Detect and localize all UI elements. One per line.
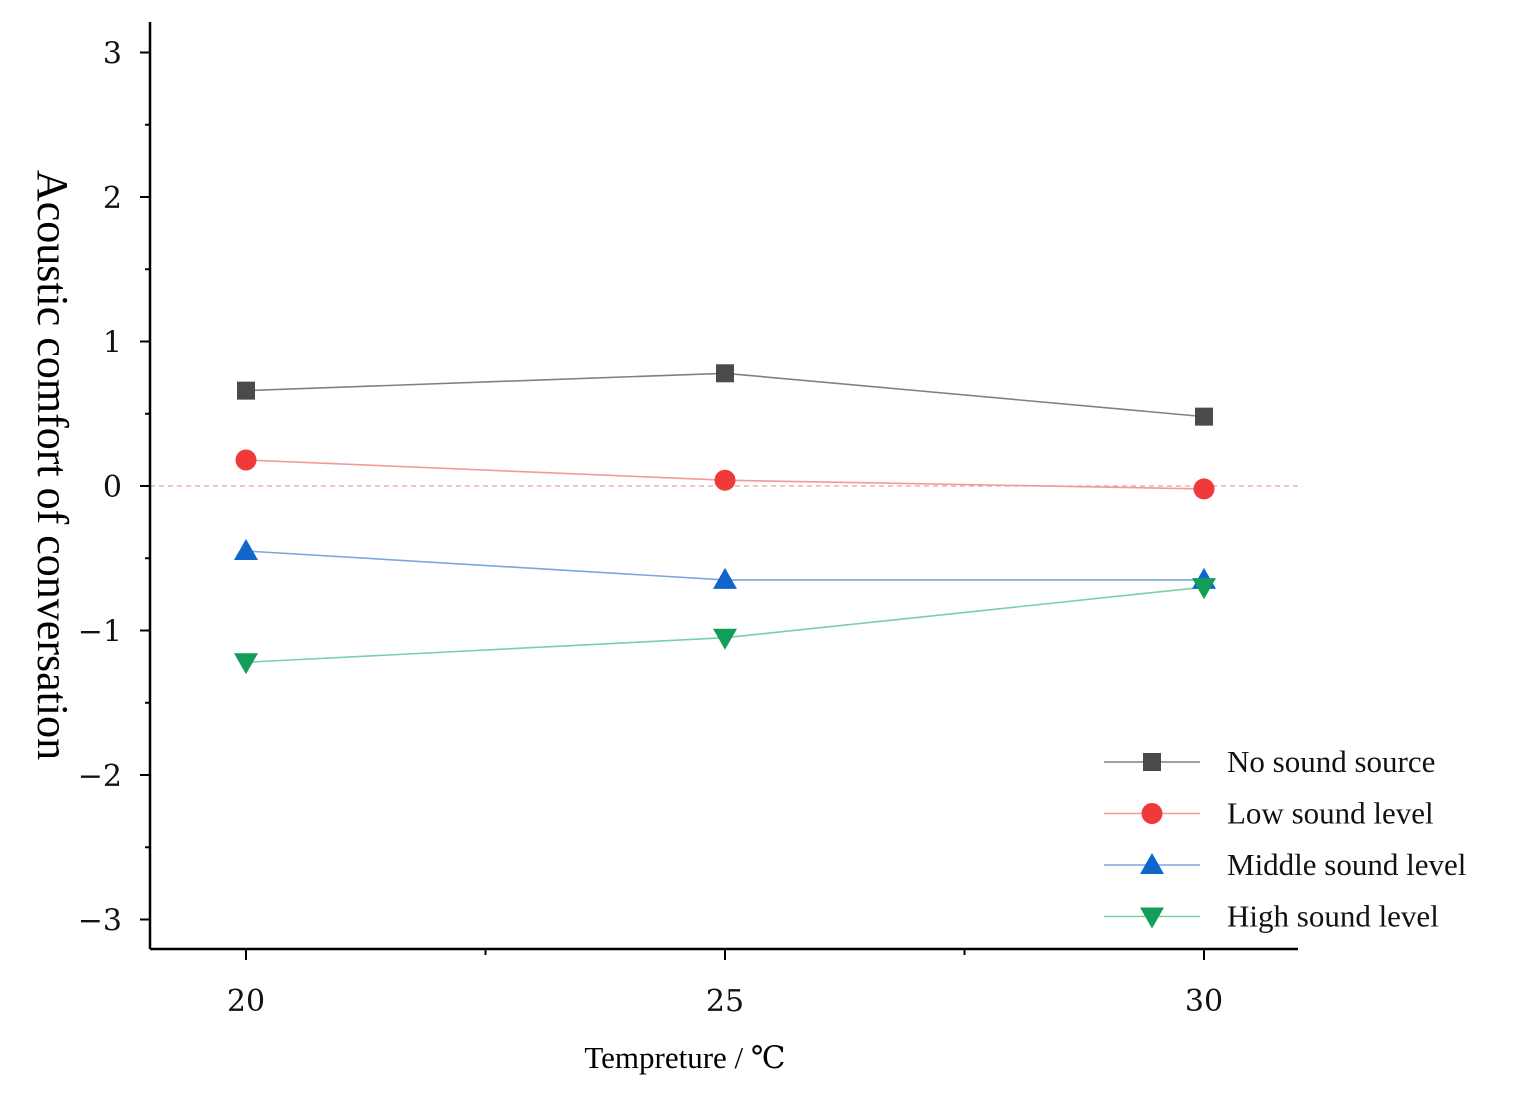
legend-marker (1140, 853, 1164, 874)
series-2-point (235, 449, 257, 471)
legend-marker (1140, 907, 1164, 929)
series-1-point (1195, 407, 1213, 426)
legend-marker (1143, 753, 1161, 771)
x-tick-label: 25 (706, 984, 744, 1019)
y-tick-label: −1 (78, 615, 122, 650)
series-line-4 (245, 586, 1205, 664)
legend-label: High sound level (1227, 899, 1439, 934)
y-tick-label: −2 (78, 759, 122, 794)
y-tick-label: 0 (103, 470, 122, 505)
legend-label: Low sound level (1227, 796, 1434, 831)
series-1-point (237, 381, 255, 400)
y-tick-label: −3 (78, 904, 122, 939)
series-3-point (234, 539, 258, 561)
y-tick-label: 2 (103, 181, 122, 216)
series-1-point (716, 364, 734, 383)
series-2-point (714, 469, 736, 491)
series-4-point (234, 653, 258, 675)
series-4-point (1192, 578, 1216, 600)
legend-label: No sound source (1227, 744, 1435, 779)
series-3-point (713, 567, 737, 589)
y-tick-label: 1 (103, 326, 122, 361)
y-axis-title: Acoustic comfort of conversation (28, 170, 77, 760)
series-2-point (1193, 478, 1215, 500)
x-tick-label: 30 (1185, 984, 1223, 1019)
legend-marker (1141, 803, 1163, 824)
x-axis-title: Tempreture / ℃ (584, 1040, 785, 1075)
legend-label: Middle sound level (1227, 847, 1466, 882)
legend: No sound source Low sound level Middle sou… (1104, 744, 1466, 934)
x-tick-label: 20 (227, 984, 265, 1019)
y-tick-label: 3 (103, 37, 122, 72)
series-4-point (713, 628, 737, 650)
